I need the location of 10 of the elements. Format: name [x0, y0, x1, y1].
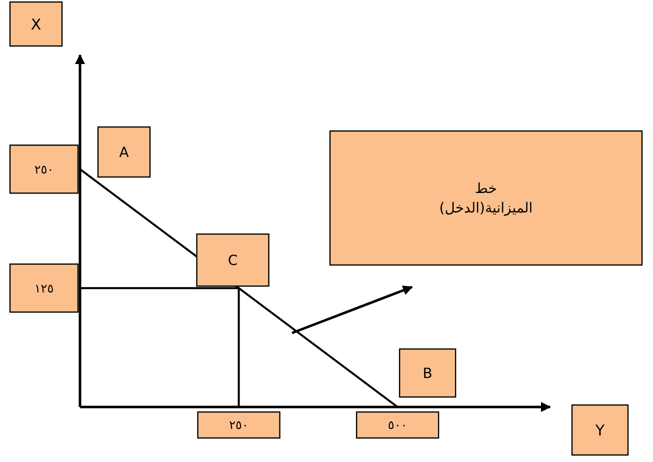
annotation: C	[228, 252, 238, 269]
xlabel: Y	[595, 421, 605, 440]
ylabel: X	[30, 15, 42, 34]
ytick: ٢٥٠	[34, 162, 54, 176]
ytick: ١٢٥	[34, 281, 54, 296]
xtick: ٥٠٠	[388, 418, 408, 432]
xtick: ٢٥٠	[229, 418, 248, 432]
annotation: B	[422, 366, 432, 382]
annotation: A	[119, 144, 129, 161]
annotation: خط الميزانية(الدخل)	[439, 181, 533, 217]
